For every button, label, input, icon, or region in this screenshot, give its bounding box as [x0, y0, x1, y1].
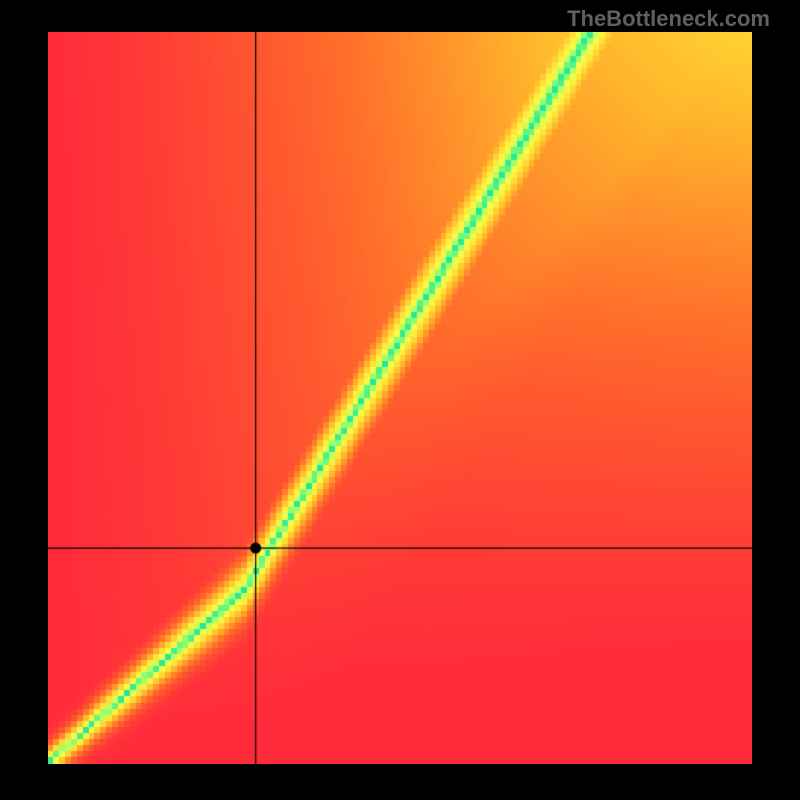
watermark-text: TheBottleneck.com [567, 6, 770, 32]
chart-container: TheBottleneck.com [0, 0, 800, 800]
heatmap-canvas [48, 32, 752, 764]
heatmap-plot-area [48, 32, 752, 764]
